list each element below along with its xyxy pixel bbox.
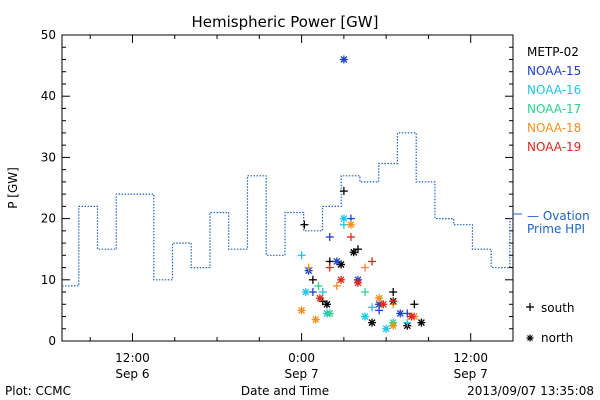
y-tick-label: 30 (41, 150, 56, 164)
timestamp: 2013/09/07 13:35:08 (467, 384, 594, 398)
north-marker (325, 309, 334, 318)
y-tick-label: 10 (41, 273, 56, 287)
legend-north-symbol (526, 334, 534, 342)
north-marker (353, 278, 362, 287)
north-marker (339, 55, 348, 64)
legend-entry: NOAA-16 (527, 83, 581, 97)
south-marker (308, 275, 317, 284)
south-marker (368, 303, 377, 312)
y-axis: 0 10 20 30 40 50 (41, 28, 513, 348)
south-marker (346, 232, 355, 241)
legend-ovation-line2: Prime HPI (527, 222, 585, 236)
south-marker (318, 288, 327, 297)
north-marker (322, 300, 331, 309)
y-tick-label: 40 (41, 89, 56, 103)
y-tick-label: 20 (41, 212, 56, 226)
plot-credit: Plot: CCMC (5, 384, 71, 398)
south-marker (361, 288, 370, 297)
south-marker (314, 281, 323, 290)
north-marker (396, 309, 405, 318)
south-marker (368, 257, 377, 266)
north-marker (332, 257, 341, 266)
x-tick-time-label: 12:00 (453, 351, 488, 365)
south-marker (389, 288, 398, 297)
north-marker (339, 214, 348, 223)
legend-south-label: south (541, 301, 575, 315)
legend-entry: NOAA-19 (527, 140, 581, 154)
x-tick-date-label: Sep 6 (115, 367, 149, 381)
north-marker (389, 321, 398, 330)
ovation-series (62, 132, 513, 287)
south-marker (300, 220, 309, 229)
legend-north-label: north (541, 331, 573, 345)
north-marker (311, 315, 320, 324)
satellite-markers (297, 55, 426, 333)
chart-title: Hemispheric Power [GW] (192, 13, 379, 31)
north-marker (337, 275, 346, 284)
north-marker (379, 300, 388, 309)
legend-entry: NOAA-15 (527, 64, 581, 78)
south-marker (339, 187, 348, 196)
legend-entry: NOAA-17 (527, 102, 581, 116)
legend-ovation-line1: — Ovation (527, 209, 590, 223)
south-marker (353, 245, 362, 254)
legend-entry: METP-02 (527, 45, 579, 59)
north-marker (301, 288, 310, 297)
north-marker (375, 294, 384, 303)
north-marker (346, 220, 355, 229)
x-tick-time-label: 0:00 (288, 351, 315, 365)
north-marker (297, 306, 306, 315)
south-marker (297, 251, 306, 260)
north-marker (368, 318, 377, 327)
plot-frame (61, 34, 514, 342)
north-marker (382, 324, 391, 333)
legend: METP-02 NOAA-15 NOAA-16 NOAA-17 NOAA-18 NOAA-… (513, 45, 590, 345)
x-tick-date-label: Sep 7 (285, 367, 319, 381)
south-marker (389, 297, 398, 306)
south-marker (325, 263, 334, 272)
ovation-line (62, 132, 513, 287)
south-marker (325, 232, 334, 241)
legend-south-symbol (526, 303, 534, 311)
south-marker (403, 309, 412, 318)
x-tick-date-label: Sep 7 (454, 367, 488, 381)
south-marker (403, 318, 412, 327)
south-marker (410, 300, 419, 309)
south-marker (304, 263, 313, 272)
south-marker (332, 281, 341, 290)
x-axis-label: Date and Time (241, 384, 329, 398)
north-marker (407, 312, 416, 321)
north-marker (417, 318, 426, 327)
legend-entry: NOAA-18 (527, 121, 581, 135)
north-marker (349, 248, 358, 257)
y-axis-label: P [GW] (6, 167, 20, 209)
south-marker (361, 263, 370, 272)
y-tick-label: 50 (41, 28, 56, 42)
north-marker (337, 260, 346, 269)
y-tick-label: 0 (48, 334, 56, 348)
x-tick-time-label: 12:00 (115, 351, 150, 365)
north-marker (361, 312, 370, 321)
south-marker (308, 288, 317, 297)
north-marker (315, 294, 324, 303)
